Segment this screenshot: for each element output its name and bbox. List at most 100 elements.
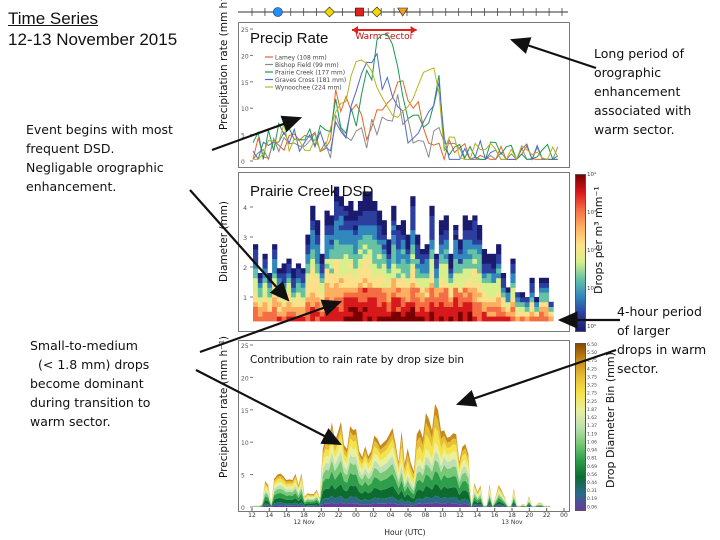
heatmap-cell [276, 292, 282, 298]
heatmap-cell [443, 263, 449, 269]
heatmap-cell [338, 282, 344, 288]
heatmap-cell [467, 277, 473, 283]
heatmap-cell [253, 268, 259, 274]
heatmap-cell [443, 253, 449, 259]
heatmap-cell [429, 253, 435, 259]
heatmap-cell [372, 268, 378, 274]
heatmap-cell [496, 287, 502, 293]
heatmap-cell [315, 287, 321, 293]
heatmap-cell [429, 220, 435, 226]
x-tick-label: 20 [526, 512, 534, 519]
heatmap-cell [400, 249, 406, 255]
heatmap-cell [438, 282, 445, 288]
heatmap-cell [357, 297, 364, 303]
heatmap-cell [415, 239, 421, 245]
heatmap-cell [348, 205, 354, 211]
y-tick-label: 10 [241, 440, 249, 447]
heatmap-cell [458, 301, 464, 307]
heatmap-cell [338, 253, 344, 259]
heatmap-cell [415, 311, 421, 317]
heatmap-cell [453, 225, 459, 231]
heatmap-cell [477, 229, 483, 235]
heatmap-cell [319, 287, 325, 293]
heatmap-cell [458, 249, 464, 255]
heatmap-cell [419, 287, 425, 293]
heatmap-cell [381, 301, 387, 307]
heatmap-cell [462, 273, 468, 279]
heatmap-cell [481, 287, 487, 293]
heatmap-cell [324, 277, 330, 283]
heatmap-cell [472, 268, 478, 274]
heatmap-cell [429, 306, 435, 312]
heatmap-cell [434, 316, 440, 322]
heatmap-cell [253, 287, 259, 293]
note-line: sector. [617, 361, 659, 376]
heatmap-cell [462, 277, 468, 283]
heatmap-cell [477, 268, 483, 274]
heatmap-cell [467, 263, 473, 269]
heatmap-cell [443, 229, 449, 235]
dsd-ylabel: Diameter (mm) [218, 200, 230, 282]
heatmap-cell [477, 244, 483, 250]
x-tick-label: 14 [266, 512, 274, 519]
heatmap-cell [315, 273, 321, 279]
heatmap-cell [324, 225, 330, 231]
heatmap-cell [291, 292, 297, 298]
heatmap-cell [419, 306, 425, 312]
heatmap-cell [381, 311, 387, 317]
heatmap-cell [281, 287, 287, 293]
heatmap-cell [481, 258, 487, 264]
heatmap-cell [486, 301, 492, 307]
heatmap-cell [315, 306, 321, 312]
heatmap-cell [315, 263, 321, 269]
heatmap-cell [529, 301, 535, 307]
heatmap-cell [381, 316, 387, 322]
heatmap-cell [529, 277, 535, 283]
heatmap-cell [267, 316, 273, 322]
heatmap-cell [391, 229, 397, 235]
heatmap-cell [353, 282, 359, 288]
heatmap-cell [529, 287, 535, 293]
heatmap-cell [515, 306, 521, 312]
colorbar-tick-label: 0.06 [587, 504, 597, 510]
heatmap-cell [434, 263, 440, 269]
heatmap-cell [334, 316, 340, 322]
heatmap-cell [429, 277, 435, 283]
heatmap-cell [529, 306, 535, 312]
heatmap-cell [419, 249, 425, 255]
heatmap-cell [338, 258, 344, 264]
heatmap-cell [396, 239, 402, 245]
heatmap-cell [286, 258, 292, 264]
heatmap-cell [400, 282, 406, 288]
heatmap-cell [438, 244, 445, 250]
heatmap-cell [500, 316, 507, 322]
heatmap-cell [319, 273, 325, 279]
heatmap-cell [300, 273, 306, 279]
heatmap-cell [405, 306, 411, 312]
heatmap-cell [424, 244, 430, 250]
heatmap-cell [396, 273, 402, 279]
heatmap-cell [515, 292, 521, 298]
heatmap-cell [429, 215, 435, 221]
heatmap-cell [305, 311, 311, 317]
heatmap-cell [391, 292, 397, 298]
heatmap-cell [438, 258, 445, 264]
heatmap-cell [443, 287, 449, 293]
warm-sector-label: Warm Sector [355, 32, 413, 42]
heatmap-cell [400, 306, 406, 312]
heatmap-cell [348, 292, 354, 298]
heatmap-cell [496, 301, 502, 307]
heatmap-cell [372, 287, 378, 293]
heatmap-cell [357, 220, 364, 226]
heatmap-cell [300, 292, 306, 298]
heatmap-cell [434, 282, 440, 288]
heatmap-cell [267, 292, 273, 298]
heatmap-cell [381, 273, 387, 279]
heatmap-cell [467, 244, 473, 250]
heatmap-cell [281, 282, 287, 288]
heatmap-cell [372, 253, 378, 259]
heatmap-cell [386, 253, 392, 259]
heatmap-cell [319, 258, 325, 264]
heatmap-cell [438, 263, 445, 269]
heatmap-cell [386, 316, 392, 322]
